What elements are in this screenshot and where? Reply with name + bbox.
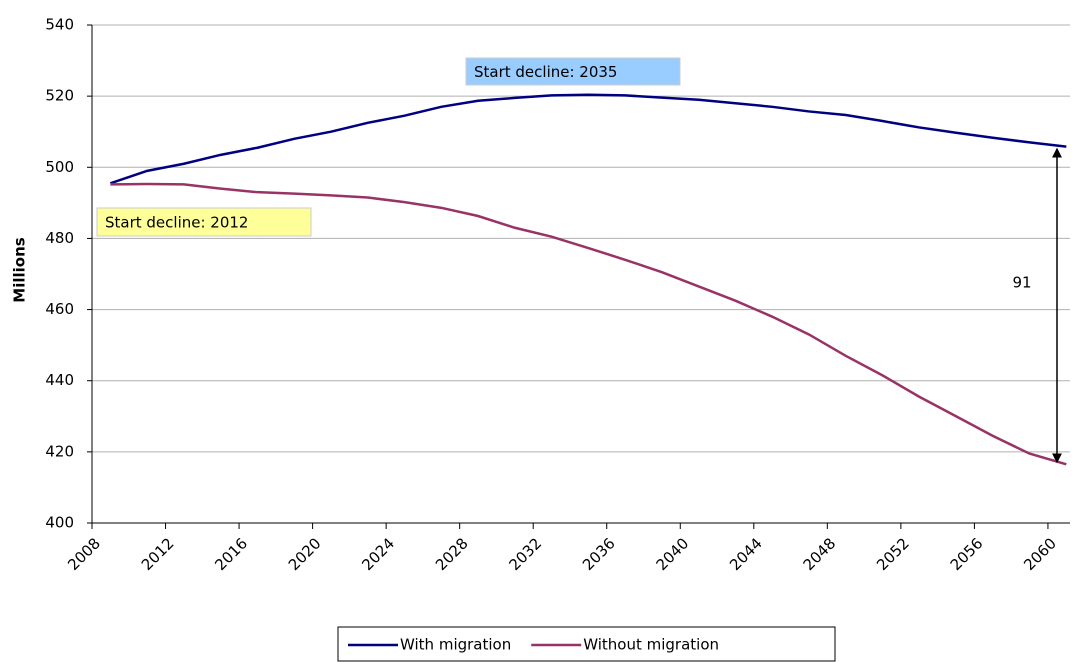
x-tick-label: 2052 (873, 534, 913, 574)
annotation-text: Start decline: 2012 (105, 214, 248, 232)
y-tick-label: 420 (45, 442, 74, 460)
x-tick-label: 2036 (579, 534, 619, 574)
x-tick-label: 2056 (947, 534, 987, 574)
x-tick-label: 2060 (1020, 534, 1060, 574)
x-tick-label: 2032 (505, 534, 545, 574)
annotation-box (96, 207, 312, 237)
x-tick-label: 2020 (285, 534, 325, 574)
legend-label: With migration (400, 636, 511, 654)
annotation-box (465, 57, 681, 86)
series-line (109, 93, 1067, 185)
y-tick-label: 440 (45, 371, 74, 389)
x-tick-label: 2016 (211, 534, 251, 574)
y-tick-label: 460 (45, 300, 74, 318)
x-tick-label: 2028 (432, 534, 472, 574)
legend-label: Without migration (583, 636, 719, 654)
x-tick-label: 2008 (64, 534, 104, 574)
x-tick-label: 2048 (800, 534, 840, 574)
y-tick-label: 500 (45, 158, 74, 176)
annotation-text: Start decline: 2035 (474, 63, 617, 81)
x-tick-label: 2040 (653, 534, 693, 574)
x-tick-label: 2012 (138, 534, 178, 574)
x-tick-label: 2044 (726, 534, 766, 574)
legend-box (337, 626, 836, 662)
series-line (110, 182, 1067, 466)
y-axis-label: Millions (11, 237, 29, 302)
y-tick-label: 540 (45, 16, 74, 34)
annotation-text: 91 (1012, 274, 1031, 292)
y-tick-label: 520 (45, 87, 74, 105)
y-tick-label: 480 (45, 229, 74, 247)
y-tick-label: 400 (45, 514, 74, 532)
x-tick-label: 2024 (358, 534, 398, 574)
